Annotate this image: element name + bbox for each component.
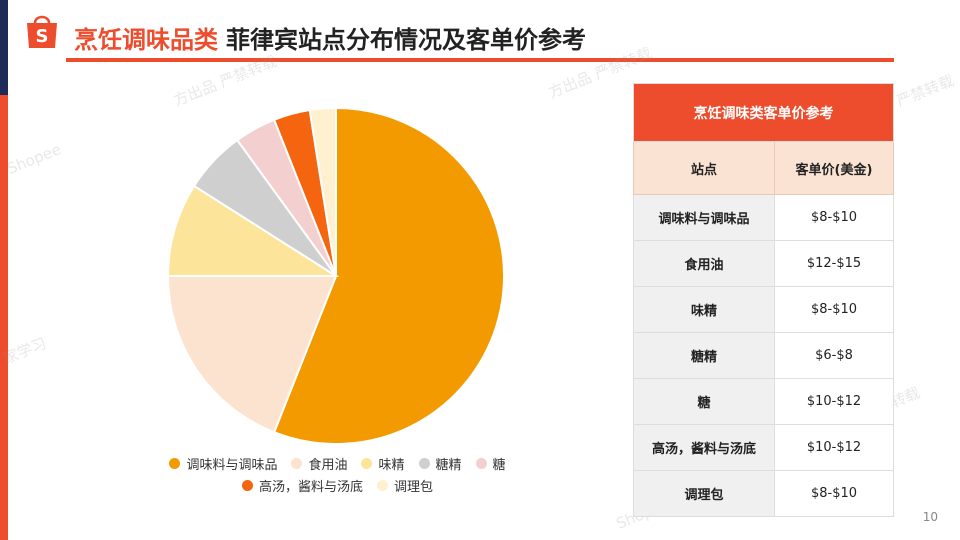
page-number: 10 xyxy=(922,510,938,524)
legend-swatch xyxy=(291,457,303,469)
table-header-site: 站点 xyxy=(633,141,775,195)
legend-item: 高汤，酱料与汤底 xyxy=(241,476,363,495)
shopee-bag-icon: S xyxy=(27,15,57,48)
table-caption: 烹饪调味类客单价参考 xyxy=(633,83,894,142)
pie-slice xyxy=(166,275,338,434)
title-subtitle: 菲律宾站点分布情况及客单价参考 xyxy=(226,26,586,54)
table-cell-site: 糖 xyxy=(633,378,775,425)
legend-label: 糖精 xyxy=(435,457,462,473)
legend-label: 调理包 xyxy=(394,479,434,495)
legend-label: 高汤，酱料与汤底 xyxy=(258,479,363,495)
legend-swatch xyxy=(361,457,373,469)
legend-item: 味精 xyxy=(361,454,405,473)
legend-item: 糖 xyxy=(475,454,506,473)
legend-label: 食用油 xyxy=(308,457,348,473)
table-row: 糖 $10-$12 xyxy=(633,378,894,425)
left-accent-bar-orange xyxy=(0,95,8,540)
legend-item: 食用油 xyxy=(291,454,347,473)
legend-item: 调理包 xyxy=(377,476,433,495)
legend-swatch xyxy=(241,479,253,491)
watermark: Shopee xyxy=(4,140,64,178)
pie-chart xyxy=(166,106,505,445)
price-table: 烹饪调味类客单价参考 站点 客单价(美金) 调味料与调味品 $8-$10 食用油 $… xyxy=(633,83,894,517)
table-cell-price: $8-$10 xyxy=(774,286,894,333)
legend-row: 高汤，酱料与汤底 调理包 xyxy=(135,474,540,496)
table-row: 调理包 $8-$10 xyxy=(633,470,894,517)
pie-slice xyxy=(308,106,337,277)
table-cell-price: $6-$8 xyxy=(774,332,894,379)
title-underline xyxy=(66,58,894,62)
chart-legend: 调味料与调味品 食用油 味精 糖精 糖 高汤，酱料与汤底 调理包 xyxy=(135,452,540,496)
legend-swatch xyxy=(169,457,181,469)
table-cell-site: 味精 xyxy=(633,286,775,333)
table-cell-site: 高汤，酱料与汤底 xyxy=(633,424,775,471)
legend-row: 调味料与调味品 食用油 味精 糖精 糖 xyxy=(135,452,540,474)
pie-slice xyxy=(272,106,505,445)
legend-swatch xyxy=(377,479,388,491)
table-cell-site: 调理包 xyxy=(633,470,775,517)
table-cell-site: 食用油 xyxy=(633,240,775,287)
table-cell-price: $10-$12 xyxy=(774,378,894,425)
legend-item: 调味料与调味品 xyxy=(169,454,277,473)
table-cell-site: 糖精 xyxy=(633,332,775,379)
watermark: 严禁转载 xyxy=(894,71,957,111)
table-cell-site: 调味料与调味品 xyxy=(633,194,775,241)
table-row: 调味料与调味品 $8-$10 xyxy=(633,194,894,241)
table-row: 糖精 $6-$8 xyxy=(633,332,894,379)
page-title: 烹饪调味品类 菲律宾站点分布情况及客单价参考 xyxy=(74,20,586,55)
table-cell-price: $8-$10 xyxy=(774,470,894,517)
legend-swatch xyxy=(475,457,487,469)
legend-label: 味精 xyxy=(378,457,405,473)
pie-slice xyxy=(166,184,340,277)
table-row: 高汤，酱料与汤底 $10-$12 xyxy=(633,424,894,471)
table-cell-price: $12-$15 xyxy=(774,240,894,287)
left-accent-bar-navy xyxy=(0,0,8,95)
table-header-price: 客单价(美金) xyxy=(774,141,894,195)
table-cell-price: $10-$12 xyxy=(774,424,894,471)
table-cell-price: $8-$10 xyxy=(774,194,894,241)
legend-label: 调味料与调味品 xyxy=(186,457,278,473)
table-row: 味精 $8-$10 xyxy=(633,286,894,333)
table-row: 食用油 $12-$15 xyxy=(633,240,894,287)
legend-swatch xyxy=(418,457,430,469)
title-category: 烹饪调味品类 xyxy=(74,26,218,54)
legend-item: 糖精 xyxy=(418,454,462,473)
svg-text:S: S xyxy=(36,26,49,47)
legend-label: 糖 xyxy=(492,457,506,473)
